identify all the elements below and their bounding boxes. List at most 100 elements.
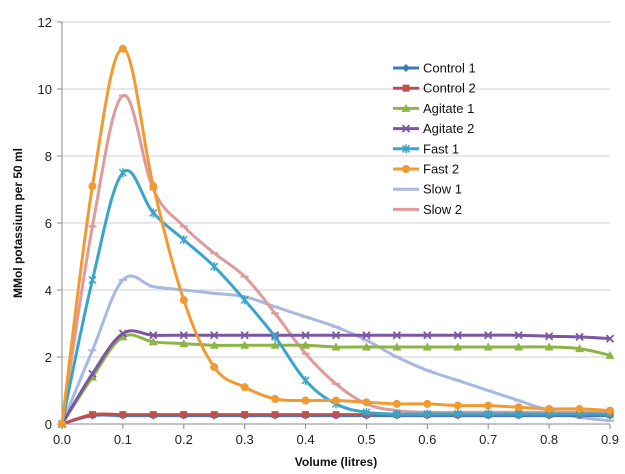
data-point	[88, 275, 97, 285]
series-fast-1	[57, 168, 615, 429]
data-point	[149, 182, 158, 191]
x-tick-label: 0.0	[53, 432, 71, 447]
y-tick-label: 10	[38, 82, 52, 97]
data-point	[240, 295, 249, 305]
legend-label: Agitate 2	[423, 121, 474, 136]
data-point	[514, 342, 524, 351]
data-point	[332, 396, 340, 405]
data-point	[392, 342, 402, 351]
data-point	[271, 332, 280, 342]
data-point	[423, 331, 432, 340]
x-axis-title: Volume (litres)	[295, 455, 377, 469]
x-tick-label: 0.2	[175, 432, 193, 447]
data-point	[575, 332, 584, 342]
series-slow-1	[58, 274, 614, 426]
data-point	[118, 44, 127, 53]
legend-label: Fast 1	[423, 141, 459, 156]
legend-item: Control 1	[393, 61, 476, 76]
series-agitate-1	[57, 332, 615, 428]
data-point	[331, 331, 341, 340]
x-tick-label: 0.7	[479, 432, 497, 447]
legend-marker	[401, 103, 411, 112]
data-point	[88, 411, 96, 419]
data-point	[240, 383, 249, 392]
data-point	[271, 394, 280, 403]
legend-label: Agitate 1	[423, 101, 474, 116]
data-point	[453, 401, 462, 410]
data-point	[149, 331, 158, 340]
data-point	[392, 399, 401, 408]
data-point	[179, 339, 189, 348]
data-point	[119, 411, 127, 419]
data-point	[483, 342, 493, 351]
x-tick-label: 0.8	[540, 432, 558, 447]
data-point	[179, 235, 188, 245]
data-point	[362, 398, 371, 407]
legend-label: Control 2	[423, 81, 476, 96]
data-point	[241, 411, 249, 419]
data-point	[271, 411, 279, 419]
x-tick-label: 0.9	[601, 432, 619, 447]
data-point	[58, 420, 66, 428]
data-point	[149, 411, 157, 419]
legend-marker	[401, 124, 411, 133]
data-point	[484, 331, 493, 340]
x-tick-label: 0.6	[418, 432, 436, 447]
y-tick-label: 6	[45, 216, 52, 231]
data-point	[301, 375, 310, 385]
x-tick-label: 0.5	[357, 432, 375, 447]
x-tick-labels: 0.0 0.1 0.2 0.3 0.4 0.5 0.6 0.7 0.8 0.9	[53, 424, 619, 447]
legend-label: Slow 2	[423, 202, 462, 217]
data-point	[180, 411, 188, 419]
series-line	[60, 47, 612, 426]
data-point	[301, 340, 311, 349]
legend-item: Fast 2	[393, 162, 459, 177]
legend-marker	[402, 165, 410, 173]
y-tick-label: 8	[45, 149, 52, 164]
series-slow-2	[58, 94, 614, 426]
legend-label: Slow 1	[423, 182, 462, 197]
data-point	[302, 411, 310, 419]
data-point	[575, 404, 584, 413]
data-point	[240, 331, 249, 340]
y-tick-label: 4	[45, 283, 52, 298]
legend-item: Control 2	[393, 81, 476, 96]
data-point	[545, 404, 554, 413]
data-point	[210, 411, 218, 419]
data-point	[118, 329, 128, 338]
series-group	[57, 44, 615, 429]
series-line	[60, 169, 612, 426]
data-point	[453, 409, 462, 419]
data-point	[210, 262, 219, 272]
legend-marker	[402, 84, 410, 92]
data-point	[118, 168, 127, 178]
x-tick-label: 0.1	[114, 432, 132, 447]
legend-item: Fast 1	[393, 141, 459, 156]
y-tick-label: 12	[38, 15, 52, 30]
data-point	[453, 342, 463, 351]
data-point	[209, 340, 219, 349]
data-point	[88, 369, 97, 378]
data-point	[392, 331, 402, 340]
x-tick-label: 0.4	[297, 432, 315, 447]
data-point	[331, 342, 341, 351]
legend-marker	[401, 144, 411, 154]
data-point	[514, 331, 523, 340]
data-point	[361, 342, 371, 351]
legend-item: Slow 1	[393, 182, 462, 197]
x-tick-label: 0.3	[236, 432, 254, 447]
data-point	[362, 407, 371, 417]
data-point	[484, 401, 493, 410]
data-point	[423, 409, 432, 419]
y-axis-title: MMol potassium per 50 ml	[11, 148, 25, 298]
legend-item: Agitate 2	[393, 121, 474, 136]
y-tick-label: 0	[45, 417, 52, 432]
y-tick-labels: 0 2 4 6 8 10 12	[38, 15, 62, 432]
data-point	[149, 208, 158, 218]
legend-item: Agitate 1	[393, 101, 474, 116]
data-point	[210, 331, 219, 340]
data-point	[514, 403, 523, 412]
gridlines	[62, 21, 610, 358]
data-point	[605, 334, 615, 343]
